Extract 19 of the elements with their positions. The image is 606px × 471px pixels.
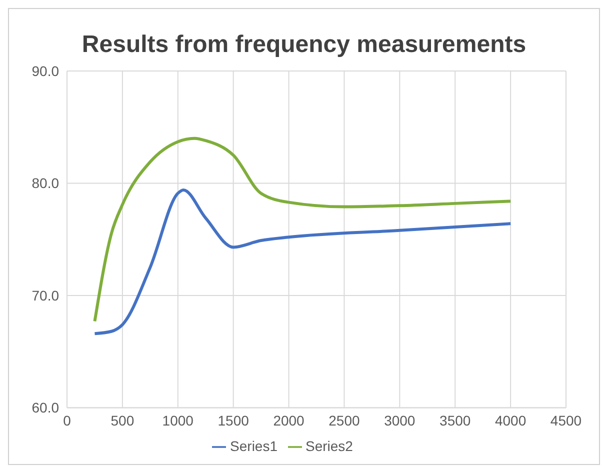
x-tick-label: 1500 — [218, 412, 250, 429]
x-tick-label: 3000 — [384, 412, 416, 429]
y-tick-label: 90.0 — [32, 62, 60, 79]
x-tick-label: 1000 — [162, 412, 194, 429]
x-tick-label: 4500 — [550, 412, 582, 429]
x-tick-label: 500 — [110, 412, 134, 429]
legend-label: Series1 — [230, 438, 278, 454]
y-tick-label: 60.0 — [32, 400, 60, 416]
x-tick-label: 2500 — [328, 412, 360, 429]
chart-title: Results from frequency measurements — [80, 31, 528, 59]
y-tick-label: 70.0 — [32, 287, 60, 304]
x-tick-label: 2000 — [273, 412, 305, 429]
x-tick-label: 4000 — [494, 412, 526, 429]
y-tick-label: 80.0 — [32, 175, 60, 192]
x-tick-label: 0 — [63, 412, 72, 429]
legend-label: Series2 — [306, 438, 353, 454]
x-tick-label: 3500 — [440, 412, 471, 429]
line-series — [93, 136, 512, 323]
line-series — [93, 188, 512, 336]
